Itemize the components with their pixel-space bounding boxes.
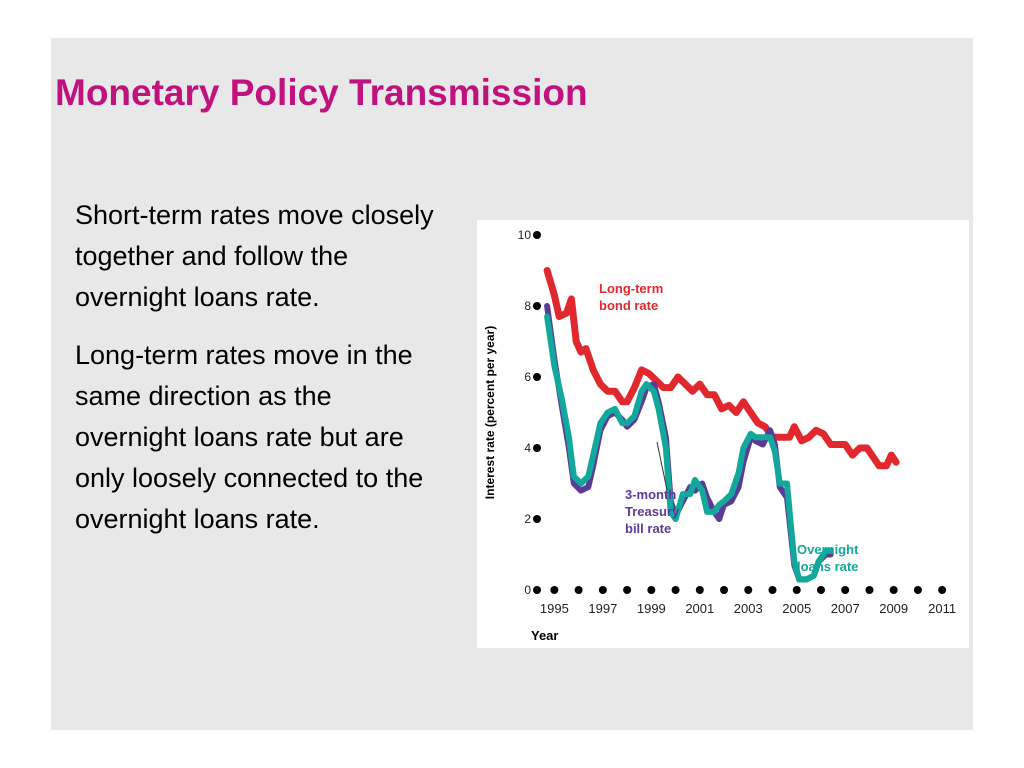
x-tick-dot-2001 [695,586,704,594]
series-line-0 [543,267,900,470]
x-tick-label-2005: 2005 [782,601,811,616]
y-tick-dot-4 [533,444,541,452]
x-tick-dot-2007 [841,586,850,594]
x-axis-title: Year [531,628,558,643]
y-tick-label-8: 8 [524,299,531,313]
y-tick-label-6: 6 [524,370,531,384]
x-tick-label-1999: 1999 [637,601,666,616]
paragraph-short-term: Short-term rates move closely together a… [75,200,434,312]
x-tick-label-1995: 1995 [540,601,569,616]
series-label-1-line-1: Treasury [625,504,680,519]
series-label-1-line-0: 3-month [625,487,676,502]
x-minor-dot-1995 [574,586,583,594]
x-minor-dot-2003 [768,586,777,594]
x-tick-label-2001: 2001 [685,601,714,616]
x-tick-dot-1999 [647,586,656,594]
series-label-1-line-2: bill rate [625,521,671,536]
series-label-2-line-1: loans rate [797,559,858,574]
x-tick-label-2011: 2011 [928,601,956,616]
y-tick-dot-8 [533,302,541,310]
x-minor-dot-2001 [720,586,729,594]
y-tick-label-4: 4 [524,441,531,455]
x-tick-dot-2005 [792,586,801,594]
x-tick-dot-2003 [744,586,753,594]
slide-body: Short-term rates move closely together a… [75,195,445,557]
y-tick-label-0: 0 [524,583,531,597]
chart-svg: 0 2 4 6 8 10 1995 1997 1999 2001 2003 2005 2007 2009 2… [483,228,956,643]
x-tick-label-2007: 2007 [831,601,860,616]
interest-rate-chart: 0 2 4 6 8 10 1995 1997 1999 2001 2003 2005 2007 2009 2… [477,220,969,648]
x-tick-label-1997: 1997 [588,601,617,616]
x-tick-label-2009: 2009 [879,601,908,616]
series-line-1 [544,303,834,583]
x-minor-dot-1997 [623,586,632,594]
y-tick-dot-6 [533,373,541,381]
paragraph-long-term: Long-term rates move in the same directi… [75,340,424,534]
x-minor-dot-2009 [913,586,922,594]
slide: Monetary Policy Transmission Short-term … [51,38,973,730]
y-tick-dot-10 [533,231,541,239]
y-tick-label-10: 10 [518,228,532,242]
x-minor-dot-2007 [865,586,874,594]
x-tick-dot-2011 [938,586,947,594]
series-label-2-line-0: Overnight [797,542,859,557]
x-minor-dot-1999 [671,586,680,594]
x-tick-dot-2009 [889,586,898,594]
series-label-0-line-1: bond rate [599,298,658,313]
series-line-2 [544,313,834,583]
x-tick-dot-1997 [598,586,607,594]
x-tick-dot-1995 [550,586,559,594]
y-tick-dot-2 [533,515,541,523]
y-tick-label-2: 2 [524,512,531,526]
series-label-0-line-0: Long-term [599,281,663,296]
y-tick-dot-0 [533,586,541,594]
x-minor-dot-2005 [816,586,825,594]
x-tick-label-2003: 2003 [734,601,763,616]
treasury-leader-line [656,441,668,491]
slide-title: Monetary Policy Transmission [55,72,588,113]
y-axis-title: Interest rate (percent per year) [483,326,497,499]
